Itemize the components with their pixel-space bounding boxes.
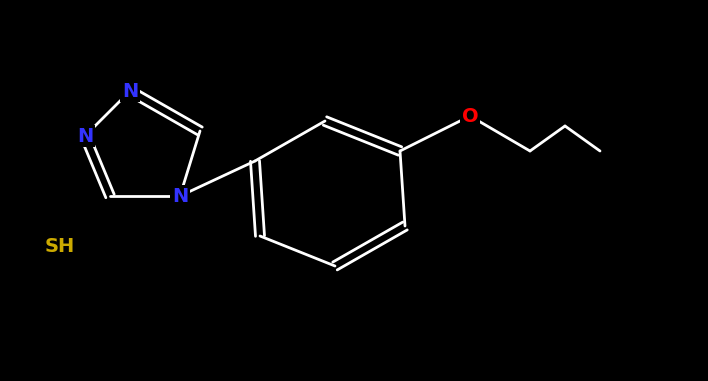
Text: SH: SH <box>45 237 75 256</box>
Text: N: N <box>122 82 138 101</box>
Text: O: O <box>462 107 479 125</box>
Text: N: N <box>172 187 188 205</box>
Text: N: N <box>77 126 93 146</box>
